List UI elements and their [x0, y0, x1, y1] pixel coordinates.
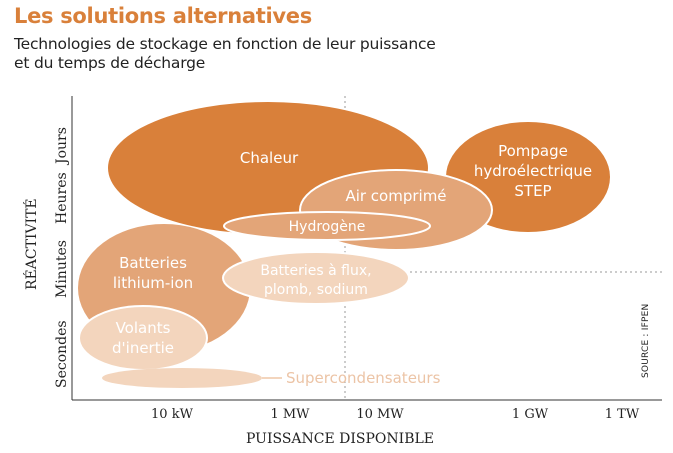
x-tick-1mw: 1 MW	[270, 407, 310, 422]
chart-subtitle: Technologies de stockage en fonction de …	[14, 35, 534, 73]
air-comprime-label: Air comprimé	[345, 187, 446, 205]
pompage-label-line-3: STEP	[514, 182, 551, 200]
x-tick-10kw: 10 kW	[151, 407, 194, 422]
subtitle-line-2: et du temps de décharge	[14, 54, 206, 72]
volants-inertie-ellipse	[78, 305, 208, 371]
y-tick-heures: Heures	[54, 172, 70, 224]
chart-title: Les solutions alternatives	[14, 4, 312, 28]
pompage-label-line-1: Pompage	[498, 142, 568, 160]
y-axis-label: RÉACTIVITÉ	[22, 198, 40, 290]
y-tick-minutes: Minutes	[54, 240, 70, 298]
batteries-lithium-label-line-1: Batteries	[119, 254, 187, 272]
batteries-flux-label-line-1: Batteries à flux,	[260, 263, 371, 279]
y-tick-jours: Jours	[54, 127, 70, 166]
batteries-flux-ellipse	[222, 251, 410, 305]
batteries-flux-label-line-2: plomb, sodium	[264, 282, 368, 298]
subtitle-line-1: Technologies de stockage en fonction de …	[14, 35, 436, 53]
pompage-label-line-2: hydroélectrique	[474, 162, 592, 180]
volants-label-line-2: d'inertie	[112, 339, 174, 357]
x-tick-1tw: 1 TW	[605, 407, 640, 422]
supercond-ellipse	[102, 368, 262, 388]
volants-label-line-1: Volants	[116, 319, 171, 337]
supercond-label: Supercondensateurs	[286, 369, 441, 387]
x-tick-1gw: 1 GW	[512, 407, 549, 422]
hydrogene-ellipse	[223, 211, 431, 241]
x-axis-label: PUISSANCE DISPONIBLE	[246, 431, 434, 447]
chaleur-label: Chaleur	[240, 149, 299, 167]
source-credit: SOURCE : IFPEN	[641, 303, 651, 378]
batteries-lithium-label-line-2: lithium-ion	[113, 274, 193, 292]
hydrogene-label: Hydrogène	[289, 219, 366, 235]
x-tick-10mw: 10 MW	[356, 407, 404, 422]
y-tick-secondes: Secondes	[54, 320, 70, 388]
